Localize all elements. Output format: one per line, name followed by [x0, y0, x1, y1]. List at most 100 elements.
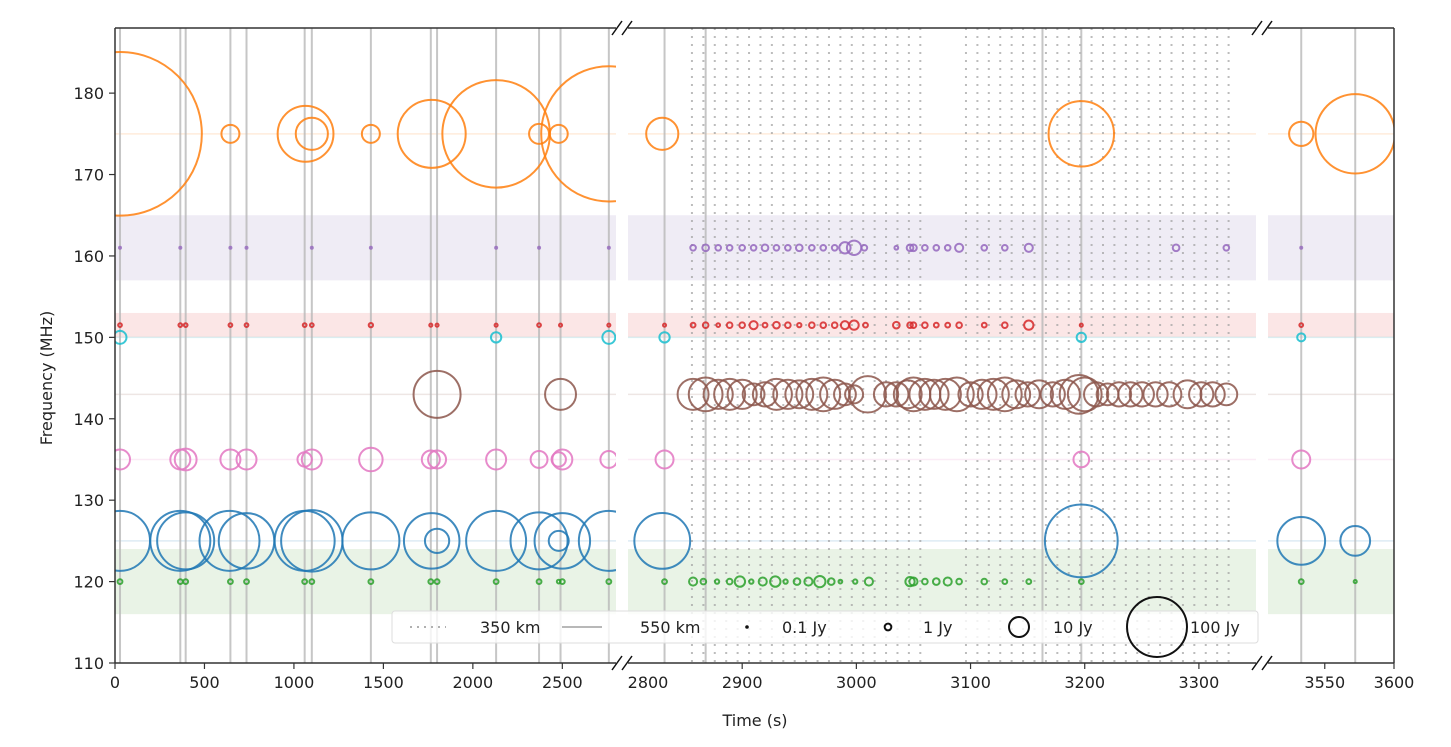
data-point — [944, 321, 952, 329]
data-point — [1222, 243, 1231, 252]
data-point — [761, 321, 769, 329]
legend-label: 550 km — [640, 618, 700, 637]
data-point — [943, 243, 952, 252]
data-point — [892, 379, 923, 410]
data-point — [688, 576, 699, 587]
data-point — [738, 243, 746, 252]
data-point — [227, 578, 234, 585]
data-point — [368, 245, 373, 250]
legend-label: 1 Jy — [923, 618, 952, 637]
data-point — [599, 450, 616, 469]
red-band — [1268, 312, 1394, 338]
data-point — [893, 244, 900, 251]
data-point — [837, 578, 844, 585]
data-point — [931, 577, 941, 586]
data-point — [1083, 381, 1110, 408]
data-point — [433, 578, 441, 585]
series-161-MHz — [118, 239, 1304, 256]
legend-label: 350 km — [480, 618, 540, 637]
green-band — [115, 549, 616, 615]
data-point — [860, 243, 869, 252]
data-point — [932, 243, 941, 252]
data-point — [909, 243, 918, 253]
data-point — [714, 243, 723, 252]
data-point — [757, 576, 768, 587]
data-point — [1156, 381, 1183, 408]
legend-entry: 350 km — [410, 618, 540, 637]
data-point — [751, 381, 779, 408]
data-point — [1023, 319, 1035, 331]
x-tick-label: 1000 — [274, 673, 315, 692]
x-tick-label: 3100 — [950, 673, 991, 692]
y-tick-label: 120 — [73, 573, 104, 592]
series-150-MHz — [115, 329, 1307, 345]
legend-entry: 1 Jy — [883, 618, 952, 637]
data-point — [1001, 578, 1009, 585]
data-point — [533, 512, 592, 570]
data-point — [1075, 331, 1087, 343]
data-point — [658, 331, 671, 344]
data-point — [173, 447, 198, 472]
data-point — [784, 321, 792, 329]
data-point — [551, 448, 574, 471]
data-point — [548, 123, 569, 144]
y-tick-label: 180 — [73, 84, 104, 103]
x-tick-label: 3000 — [836, 673, 877, 692]
data-point — [412, 369, 462, 419]
data-point — [701, 321, 710, 329]
data-point — [309, 245, 314, 250]
data-point — [808, 243, 816, 252]
data-point — [423, 527, 451, 555]
x-tick-label: 2000 — [452, 673, 493, 692]
data-point — [1000, 321, 1009, 329]
data-point — [661, 322, 668, 328]
legend-swatch-circle — [745, 625, 749, 629]
data-point — [485, 448, 508, 471]
series-175-MHz — [115, 51, 1394, 217]
data-point — [182, 578, 190, 585]
data-point — [1058, 373, 1100, 415]
axes: 110 120 130 140 150 160 170 180 0 500 1000 1500 2000… — [73, 20, 1414, 692]
data-point — [796, 321, 803, 329]
data-point — [813, 574, 827, 589]
axis-break-mark — [621, 20, 633, 36]
data-point — [748, 320, 759, 331]
data-point — [942, 576, 953, 587]
data-point — [891, 320, 901, 330]
data-point — [1199, 381, 1226, 408]
data-point — [803, 576, 814, 587]
data-point — [633, 511, 692, 570]
data-point — [819, 321, 828, 329]
green-band — [1268, 549, 1394, 615]
data-point — [1039, 381, 1066, 408]
data-point — [749, 243, 758, 252]
data-point — [772, 320, 781, 330]
legend: 350 km 550 km 0.1 Jy 1 Jy 10 Jy 100 Jy — [391, 596, 1259, 658]
legend-box — [391, 610, 1259, 644]
data-point — [294, 116, 329, 151]
data-point — [182, 322, 189, 329]
data-point — [795, 377, 829, 411]
x-tick-label: 500 — [189, 673, 220, 692]
data-point — [308, 578, 316, 585]
data-point — [986, 376, 1023, 413]
data-point — [733, 575, 747, 588]
data-point — [921, 321, 929, 329]
data-point — [220, 123, 241, 144]
data-point — [1047, 100, 1116, 168]
data-point — [149, 509, 212, 572]
data-point — [676, 377, 710, 411]
data-point — [465, 509, 528, 572]
data-point — [725, 321, 734, 329]
data-point — [156, 511, 216, 571]
data-point — [713, 377, 747, 411]
purple-band — [115, 215, 616, 281]
axis-break-mark — [611, 20, 623, 36]
data-point — [529, 450, 549, 469]
data-point — [341, 511, 401, 571]
data-point — [784, 243, 792, 252]
data-point — [115, 329, 128, 345]
data-point — [577, 509, 616, 572]
data-point — [760, 243, 770, 253]
